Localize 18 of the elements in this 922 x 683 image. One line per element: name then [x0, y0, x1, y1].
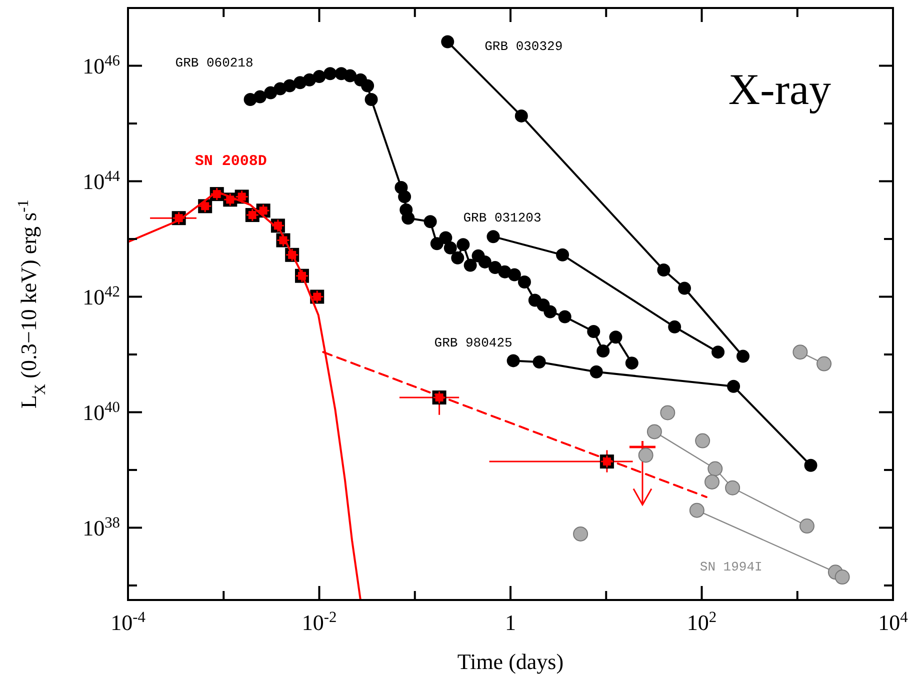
y-tick-label: 10$^{38}$ — [82, 514, 120, 541]
series-label: GRB 980425 — [434, 336, 512, 351]
x-tick-label: 10$^{4}$ — [878, 608, 908, 635]
x-axis-title: Time (days) — [457, 649, 564, 674]
text: X-ray — [728, 65, 831, 114]
series-label: SN 1994I — [700, 559, 762, 574]
y-tick-label: 10$^{44}$ — [82, 168, 120, 194]
series-label: SN 2008D — [194, 153, 267, 170]
y-tick-label: 10$^{42}$ — [82, 283, 120, 310]
x-tick-label: 1 — [505, 610, 516, 635]
x-tick-label: 10$^{-2}$ — [302, 608, 337, 635]
series-label: GRB 030329 — [484, 38, 563, 54]
series-label: GRB 060218 — [175, 56, 254, 71]
x-tick-label: 10$^{-4}$ — [110, 608, 146, 635]
y-tick-label: 10$^{46}$ — [82, 52, 120, 79]
x-tick-label: 10$^{2}$ — [686, 608, 717, 635]
y-tick-label: 10$^{40}$ — [82, 398, 120, 426]
series-label: GRB 031203 — [463, 210, 542, 226]
